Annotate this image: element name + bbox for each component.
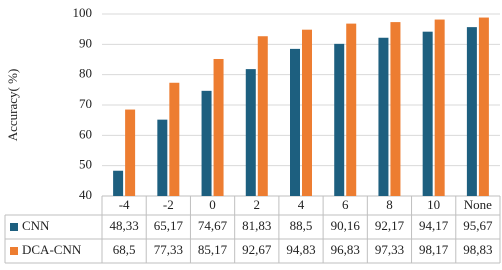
bar (346, 23, 357, 197)
legend-swatch (10, 223, 18, 231)
table-cell: 96,83 (331, 242, 360, 257)
bar (434, 19, 445, 197)
table-cell: 81,83 (242, 218, 271, 233)
table-cell: 90,16 (331, 218, 361, 233)
bar (478, 17, 489, 197)
legend-swatch (10, 247, 18, 255)
y-tick-label: 100 (73, 5, 93, 20)
bar (302, 29, 312, 197)
table-cell: 77,33 (154, 242, 183, 257)
bar (201, 90, 212, 196)
x-tick-label: 4 (298, 197, 305, 212)
y-axis-label: Accuracy( %) (5, 69, 20, 142)
bar (169, 82, 180, 196)
bar (466, 27, 477, 196)
y-tick-label: 60 (79, 126, 92, 141)
y-tick-label: 80 (79, 66, 92, 81)
x-tick-label: 10 (427, 197, 440, 212)
table-cell: 98,83 (463, 242, 492, 257)
bar (378, 37, 389, 196)
bar (245, 69, 256, 196)
x-tick-label: 0 (209, 197, 216, 212)
table-cell: 98,17 (419, 242, 449, 257)
bar (213, 58, 224, 197)
bar (422, 31, 433, 197)
table-cell: 65,17 (154, 218, 184, 233)
bar (390, 22, 401, 196)
y-tick-label: 90 (79, 35, 92, 50)
table-cell: 68,5 (113, 242, 136, 257)
bar (290, 48, 300, 197)
x-tick-label: -4 (119, 197, 130, 212)
table-cell: 88,5 (290, 218, 313, 233)
x-tick-label: 2 (254, 197, 261, 212)
bar (257, 36, 268, 197)
table-cell: 74,67 (198, 218, 228, 233)
bar (125, 109, 136, 196)
table-cell: 48,33 (109, 218, 138, 233)
x-tick-label: None (464, 197, 492, 212)
table-cell: 92,17 (375, 218, 405, 233)
table-cell: 92,67 (242, 242, 272, 257)
x-tick-label: 6 (342, 197, 349, 212)
bar (113, 170, 124, 196)
table-cell: 94,83 (286, 242, 315, 257)
bar (157, 119, 168, 196)
table-cell: 95,67 (463, 218, 493, 233)
y-tick-label: 50 (79, 157, 92, 172)
table-cell: 94,17 (419, 218, 449, 233)
legend-label: CNN (22, 218, 50, 233)
bar (334, 43, 345, 197)
y-tick-label: 40 (79, 187, 92, 202)
x-tick-label: -2 (163, 197, 174, 212)
x-tick-label: 8 (386, 197, 393, 212)
legend-label: DCA-CNN (22, 242, 82, 257)
y-tick-label: 70 (79, 96, 92, 111)
table-cell: 97,33 (375, 242, 404, 257)
table-cell: 85,17 (198, 242, 228, 257)
